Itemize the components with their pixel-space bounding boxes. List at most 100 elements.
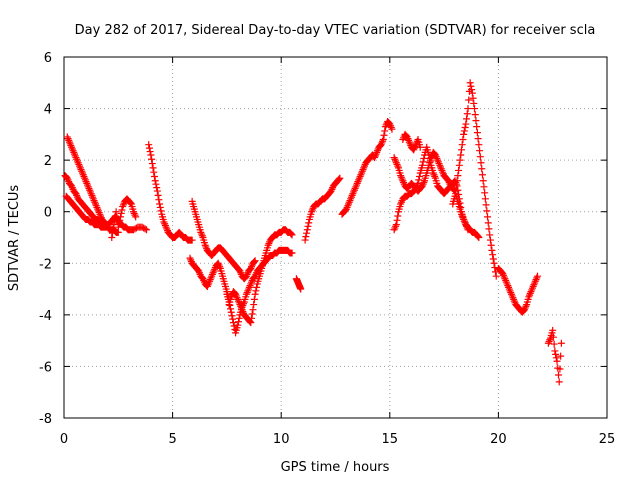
data-point-fill: [460, 127, 468, 135]
data-point-fill: [528, 284, 536, 292]
data-point: [484, 213, 492, 221]
data-point: [197, 228, 205, 236]
data-point: [529, 282, 537, 290]
data-point: [147, 151, 155, 159]
data-point: [87, 190, 95, 198]
data-point-fill: [459, 214, 467, 222]
data-point-fill: [334, 176, 342, 184]
data-point-fill: [476, 153, 484, 161]
data-point-fill: [86, 188, 94, 196]
data-point: [201, 241, 209, 249]
data-point-fill: [91, 198, 99, 206]
data-point-fill: [554, 371, 562, 379]
data-point-fill: [469, 94, 477, 102]
data-point: [399, 136, 407, 144]
data-point-fill: [86, 186, 94, 194]
data-point: [78, 169, 86, 177]
data-point-fill: [482, 201, 490, 209]
data-point-fill: [145, 144, 153, 152]
data-point: [397, 172, 405, 180]
data-point: [371, 154, 379, 162]
data-point: [473, 123, 481, 131]
data-point-fill: [381, 127, 389, 135]
data-point-fill: [397, 198, 405, 206]
chart-title: Day 282 of 2017, Sidereal Day-to-day VTE…: [75, 23, 596, 38]
data-point-fill: [146, 148, 154, 156]
data-point-fill: [232, 292, 240, 300]
data-point: [507, 290, 515, 298]
data-point-fill: [67, 142, 75, 150]
data-point-fill: [461, 123, 469, 131]
data-point-fill: [507, 289, 515, 297]
data-point-fill: [459, 136, 467, 144]
data-point: [63, 133, 71, 141]
data-point: [110, 221, 118, 229]
data-point: [345, 200, 353, 208]
data-point-fill: [463, 115, 471, 123]
data-point-fill: [163, 225, 171, 233]
data-point-fill: [205, 279, 213, 287]
data-point-fill: [93, 203, 101, 211]
data-point-fill: [530, 281, 538, 289]
data-point: [249, 306, 257, 314]
x-tick-label: 20: [490, 432, 507, 447]
series-arc5: [145, 141, 196, 244]
data-point: [468, 89, 476, 97]
data-point: [153, 187, 161, 195]
data-point-fill: [79, 171, 87, 179]
data-point: [308, 208, 316, 216]
data-point-fill: [452, 187, 460, 195]
data-point: [303, 226, 311, 234]
data-point-fill: [94, 207, 102, 215]
data-point: [414, 179, 422, 187]
data-point: [360, 164, 368, 172]
data-point: [392, 221, 400, 229]
data-point: [156, 200, 164, 208]
data-point-fill: [343, 203, 351, 211]
data-point: [377, 141, 385, 149]
data-point-fill: [161, 220, 169, 228]
data-point-fill: [88, 191, 96, 199]
series-arc3: [63, 133, 151, 234]
series-arc17: [494, 264, 541, 316]
data-point-fill: [116, 216, 124, 224]
data-point: [451, 192, 459, 200]
data-point-fill: [209, 269, 217, 277]
data-point-fill: [419, 180, 427, 188]
data-point: [358, 169, 366, 177]
data-point: [186, 254, 194, 262]
data-point-fill: [233, 294, 241, 302]
data-point-fill: [354, 178, 362, 186]
data-point: [242, 272, 250, 280]
data-point: [492, 272, 500, 280]
data-point-fill: [253, 283, 261, 291]
data-point-fill: [393, 160, 401, 168]
data-point: [490, 259, 498, 267]
data-point-fill: [394, 212, 402, 220]
data-point-fill: [352, 183, 360, 191]
data-point: [379, 136, 387, 144]
data-point-fill: [75, 160, 83, 168]
data-point-fill: [243, 289, 251, 297]
data-point-fill: [471, 111, 479, 119]
data-point: [336, 174, 344, 182]
data-point-fill: [127, 199, 135, 207]
data-point: [464, 105, 472, 113]
data-point: [229, 319, 237, 327]
data-point: [297, 285, 305, 293]
data-point-fill: [65, 136, 73, 144]
data-point-fill: [109, 225, 117, 233]
data-point: [427, 154, 435, 162]
data-point-fill: [371, 152, 379, 160]
data-point: [418, 161, 426, 169]
series-arc7: [186, 254, 233, 303]
y-tick-label: 2: [44, 154, 52, 169]
data-point-fill: [392, 157, 400, 165]
data-point-fill: [378, 139, 386, 147]
data-point-fill: [211, 265, 219, 273]
data-point: [236, 267, 244, 275]
data-point-fill: [419, 158, 427, 166]
data-point: [288, 231, 296, 239]
data-point-fill: [73, 191, 81, 199]
data-point-fill: [410, 144, 418, 152]
